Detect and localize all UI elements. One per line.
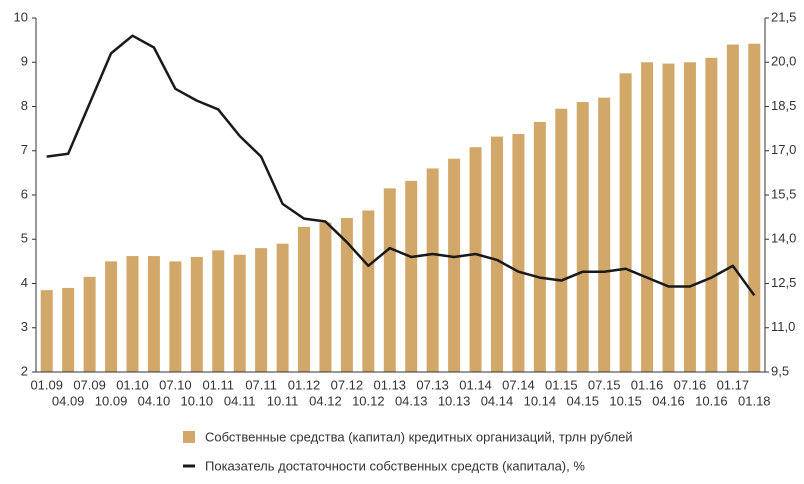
y-tick-label: 7	[21, 142, 28, 157]
bar	[598, 97, 611, 373]
x-tick-label: 01.15	[545, 377, 578, 392]
legend: Собственные средства (капитал) кредитных…	[183, 429, 633, 473]
x-tick-label: 10.15	[609, 393, 642, 408]
y2-tick-label: 20,0	[771, 54, 796, 69]
bar	[469, 147, 482, 372]
bar	[641, 62, 654, 372]
bar	[426, 168, 439, 372]
y2-tick-label: 14,0	[771, 231, 796, 246]
x-tick-label: 01.16	[631, 377, 664, 392]
y2-tick-label: 9,5	[771, 363, 789, 378]
x-tick-label: 01.17	[717, 377, 750, 392]
legend-label: Собственные средства (капитал) кредитных…	[205, 429, 633, 444]
bar	[298, 226, 311, 372]
x-tick-label: 01.09	[30, 377, 63, 392]
bar	[233, 254, 246, 372]
x-tick-label: 01.14	[459, 377, 492, 392]
x-tick-label: 04.14	[481, 393, 514, 408]
x-tick-label: 10.11	[267, 393, 299, 408]
x-tick-label: 10.09	[95, 393, 128, 408]
y-tick-label: 5	[21, 231, 28, 246]
x-tick-label: 01.11	[202, 377, 234, 392]
bar	[362, 210, 375, 372]
bar	[340, 218, 353, 372]
x-tick-label: 10.12	[352, 393, 385, 408]
bar	[576, 102, 589, 372]
x-tick-label: 07.11	[245, 377, 277, 392]
bar	[662, 63, 675, 372]
x-tick-label: 10.13	[438, 393, 471, 408]
y-tick-label: 9	[21, 54, 28, 69]
x-tick-label: 01.18	[738, 393, 771, 408]
bar	[319, 222, 332, 372]
line	[46, 34, 756, 297]
bar	[448, 158, 461, 372]
bar	[105, 261, 118, 372]
x-tick-label: 04.15	[566, 393, 599, 408]
x-tick-label: 04.09	[52, 393, 85, 408]
x-tick-label: 04.13	[395, 393, 428, 408]
bar	[169, 261, 182, 372]
bar	[683, 62, 696, 372]
y-tick-label: 2	[21, 363, 28, 378]
bar	[490, 136, 503, 372]
x-tick-label: 07.10	[159, 377, 192, 392]
x-tick-label: 01.13	[374, 377, 407, 392]
bar	[555, 108, 568, 373]
x-tick-label: 01.12	[288, 377, 321, 392]
legend-swatch-bar	[183, 431, 195, 443]
bar	[276, 243, 289, 372]
bar	[212, 250, 225, 372]
bar	[619, 73, 632, 372]
y-tick-label: 3	[21, 319, 28, 334]
bar	[383, 188, 396, 372]
x-tick-label: 07.13	[416, 377, 449, 392]
x-tick-label: 07.16	[674, 377, 707, 392]
bar	[255, 248, 268, 372]
y-tick-label: 8	[21, 98, 28, 113]
x-tick-label: 10.16	[695, 393, 728, 408]
x-tick-label: 04.11	[224, 393, 256, 408]
x-tick-label: 10.14	[524, 393, 557, 408]
y2-tick-label: 17,0	[771, 142, 796, 157]
bar	[147, 256, 160, 372]
y2-tick-label: 21,5	[771, 9, 796, 24]
x-tick-label: 10.10	[181, 393, 214, 408]
x-tick-label: 01.10	[116, 377, 149, 392]
x-tick-label: 07.15	[588, 377, 621, 392]
y2-tick-label: 18,5	[771, 98, 796, 113]
y-tick-label: 10	[14, 9, 28, 24]
y-tick-label: 4	[21, 275, 28, 290]
x-tick-label: 04.12	[309, 393, 342, 408]
bar	[748, 43, 761, 372]
bar	[190, 256, 203, 372]
x-tick-label: 04.16	[652, 393, 685, 408]
x-tick-label: 07.09	[73, 377, 106, 392]
legend-label: Показатель достаточности собственных сре…	[205, 458, 585, 473]
bar	[705, 57, 718, 372]
bar	[40, 290, 53, 372]
bar	[533, 121, 546, 372]
y2-tick-label: 12,5	[771, 275, 796, 290]
bar	[62, 287, 75, 372]
x-tick-label: 07.12	[331, 377, 364, 392]
bar	[405, 180, 418, 372]
x-tick-label: 07.14	[502, 377, 535, 392]
bar	[126, 256, 139, 372]
bar	[726, 44, 739, 373]
bar	[512, 133, 525, 372]
y2-tick-label: 11,0	[771, 319, 795, 334]
y-tick-label: 6	[21, 186, 28, 201]
bar	[83, 276, 96, 372]
y2-tick-label: 15,5	[771, 186, 796, 201]
x-tick-label: 04.10	[138, 393, 171, 408]
